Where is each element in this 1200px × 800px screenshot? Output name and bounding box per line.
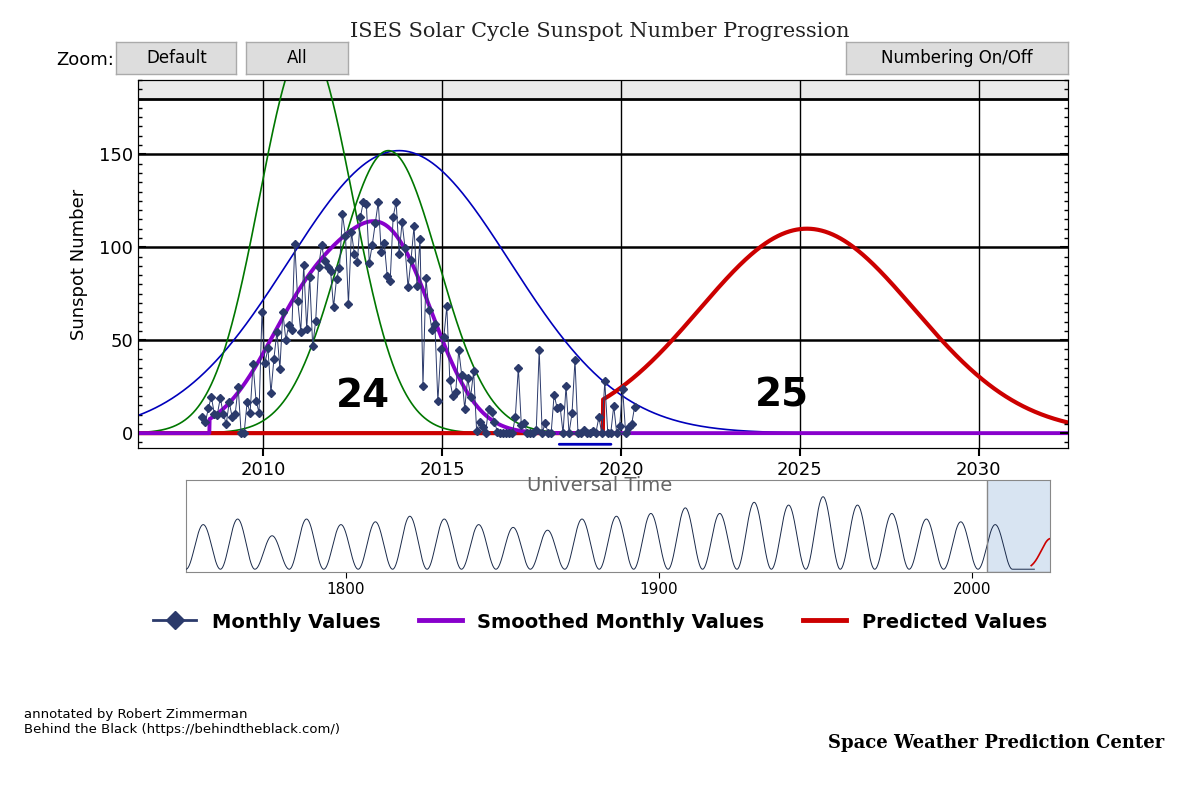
Text: Default: Default bbox=[146, 49, 206, 66]
Text: annotated by Robert Zimmerman
Behind the Black (https://behindtheblack.com/): annotated by Robert Zimmerman Behind the… bbox=[24, 708, 340, 736]
Text: ISES Solar Cycle Sunspot Number Progression: ISES Solar Cycle Sunspot Number Progress… bbox=[350, 22, 850, 42]
Bar bbox=[988, 461, 1056, 572]
Legend: Monthly Values, Smoothed Monthly Values, Predicted Values: Monthly Values, Smoothed Monthly Values,… bbox=[145, 604, 1055, 640]
Text: Universal Time: Universal Time bbox=[527, 476, 673, 495]
Text: All: All bbox=[287, 49, 307, 66]
Text: Zoom:: Zoom: bbox=[56, 51, 114, 69]
Bar bbox=[138, 70, 1068, 98]
Bar bbox=[988, 461, 1056, 572]
Y-axis label: Sunspot Number: Sunspot Number bbox=[70, 188, 88, 340]
Text: Space Weather Prediction Center: Space Weather Prediction Center bbox=[828, 734, 1164, 752]
Text: Numbering On/Off: Numbering On/Off bbox=[881, 49, 1033, 66]
Text: 25: 25 bbox=[755, 377, 809, 414]
Text: 24: 24 bbox=[336, 377, 390, 414]
